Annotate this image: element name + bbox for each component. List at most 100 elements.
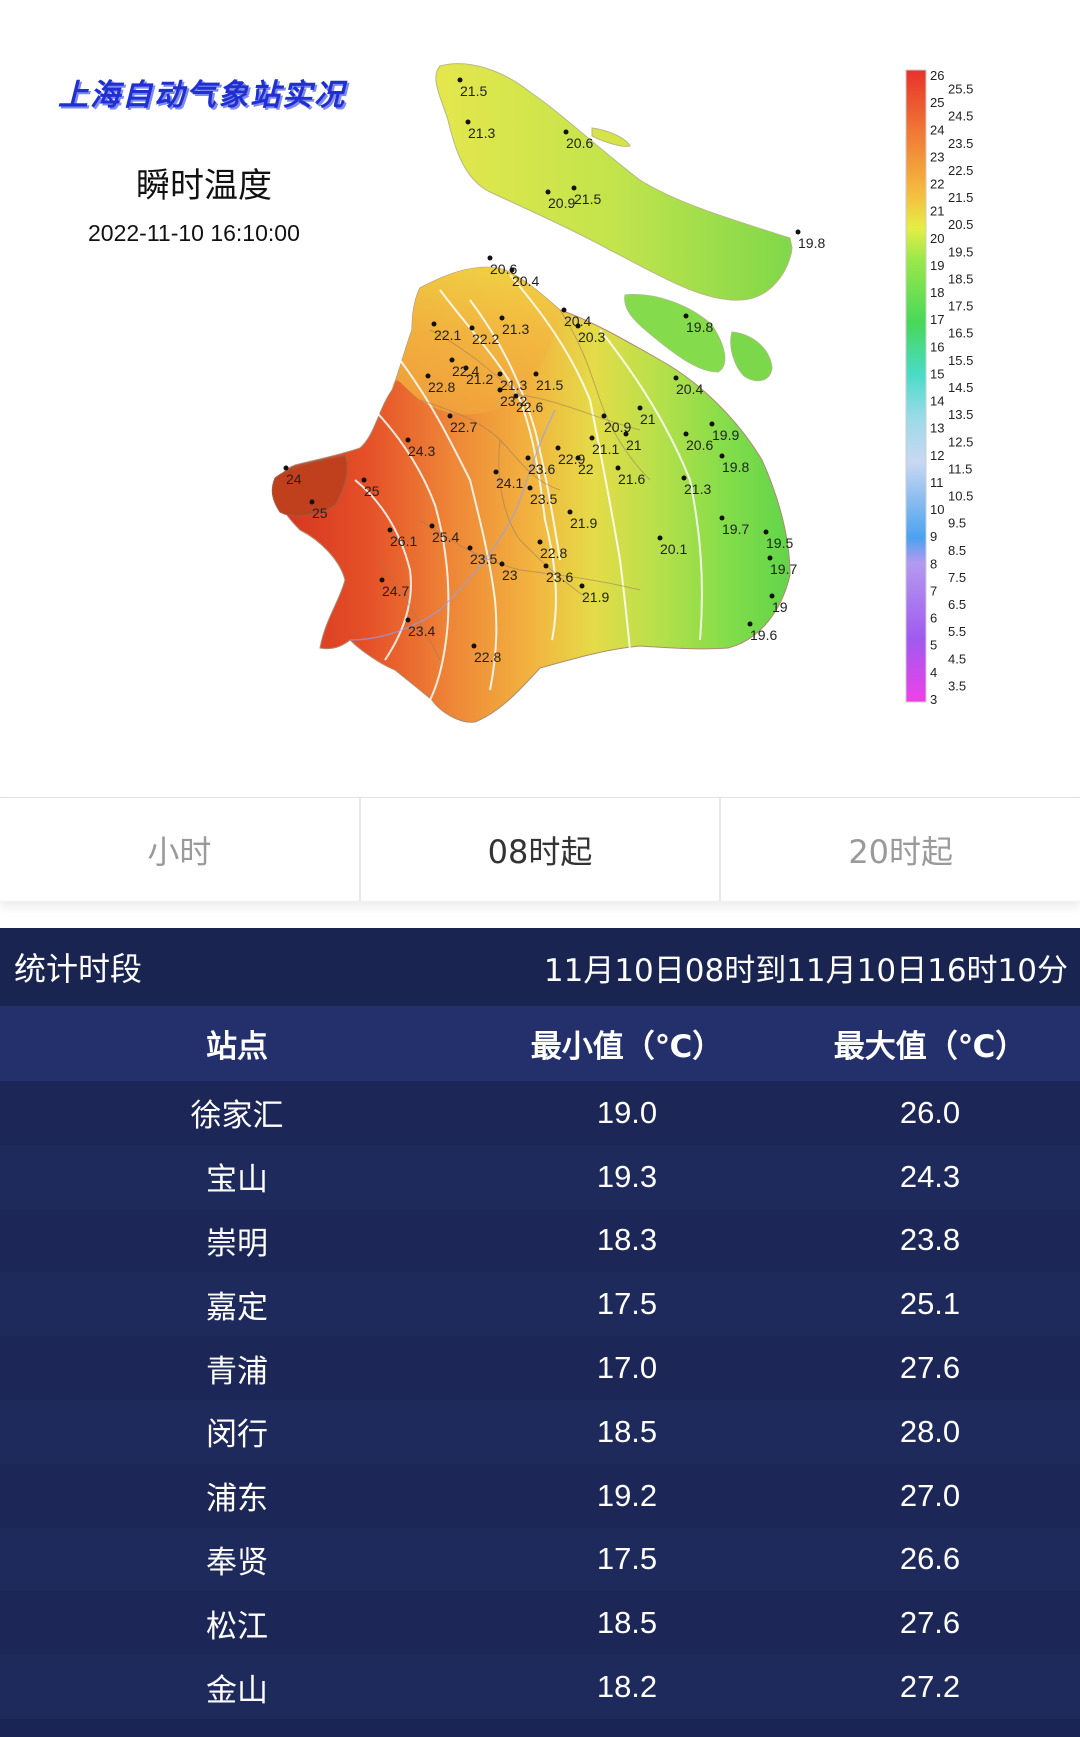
station-temp-label: 19.9 xyxy=(712,427,739,443)
station-dot xyxy=(499,561,505,567)
table-row: 嘉定 17.5 25.1 xyxy=(0,1272,1080,1337)
station-temp-label: 22.7 xyxy=(450,419,477,435)
station-marker: 24.1 xyxy=(493,469,523,491)
station-temp-label: 19.5 xyxy=(766,535,793,551)
station-temp-label: 22.8 xyxy=(540,545,567,561)
station-dot xyxy=(575,455,581,461)
scale-tick-label: 3 xyxy=(930,692,937,707)
station-dot xyxy=(309,499,315,505)
station-temp-label: 24.7 xyxy=(382,583,409,599)
station-marker: 20.4 xyxy=(561,307,591,329)
tab-since-20[interactable]: 20时起 xyxy=(848,832,954,871)
station-temp-label: 20.6 xyxy=(686,437,713,453)
station-marker: 20.6 xyxy=(563,129,593,151)
scale-tick-label: 21.5 xyxy=(948,190,973,205)
station-dot xyxy=(601,413,607,419)
max-value: 27.0 xyxy=(899,1477,961,1513)
scale-tick-label: 18.5 xyxy=(948,271,973,286)
min-value: 19.2 xyxy=(596,1477,658,1513)
station-temp-label: 24.3 xyxy=(408,443,435,459)
scale-tick-label: 22 xyxy=(930,177,944,192)
station-name: 徐家汇 xyxy=(190,1098,284,1135)
map-subtitle: 瞬时温度 xyxy=(136,166,272,206)
station-dot xyxy=(469,325,475,331)
station-dot xyxy=(767,555,773,561)
station-temp-label: 21.1 xyxy=(592,441,619,457)
station-temp-label: 22.6 xyxy=(516,399,543,415)
station-dot xyxy=(571,185,577,191)
station-temp-label: 21.2 xyxy=(466,371,493,387)
station-marker: 20.1 xyxy=(657,535,687,557)
station-temp-label: 20.6 xyxy=(566,135,593,151)
isotherm-lines xyxy=(354,274,703,701)
tab-since-08[interactable]: 08时起 xyxy=(361,798,722,901)
color-scale-ticks: 26 25.5 25 24.5 24 23.5 23 22.5 22 21.5 21 20.5 20 19… xyxy=(930,68,973,707)
temperature-map: 21.521.320.620.921.519.820.620.421.3 20.4… xyxy=(271,63,973,723)
map-title: 上海自动气象站实况 xyxy=(58,78,346,113)
max-value: 26.6 xyxy=(899,1541,961,1577)
scale-tick-label: 8.5 xyxy=(948,543,966,558)
small-island xyxy=(591,127,631,147)
station-temp-label: 19.8 xyxy=(686,319,713,335)
station-temp-label: 21.5 xyxy=(536,377,563,393)
station-marker: 23.5 xyxy=(467,545,497,567)
station-name: 浦东 xyxy=(206,1481,268,1518)
max-value: 27.6 xyxy=(899,1605,961,1641)
scale-tick-label: 6.5 xyxy=(948,597,966,612)
scale-tick-label: 9.5 xyxy=(948,516,966,531)
scale-tick-label: 19.5 xyxy=(948,244,973,259)
station-marker: 22.4 xyxy=(449,357,479,379)
station-dot xyxy=(795,229,801,235)
station-temp-label: 21.5 xyxy=(460,83,487,99)
station-dot xyxy=(623,431,629,437)
min-value: 18.2 xyxy=(596,1669,658,1705)
station-dot xyxy=(429,523,435,529)
max-value: 27.6 xyxy=(899,1350,961,1386)
scale-tick-label: 6 xyxy=(930,611,937,626)
station-temp-label: 20.6 xyxy=(490,261,517,277)
header-station: 站点 xyxy=(206,1029,268,1065)
station-temp-label: 23.2 xyxy=(500,393,527,409)
station-marker: 20.4 xyxy=(673,375,703,397)
station-marker: 23.6 xyxy=(543,563,573,585)
table-row: 徐家汇 19.0 26.0 xyxy=(0,1081,1080,1145)
station-dot xyxy=(471,643,477,649)
stats-table: 统计时段 11月10日08时到11月10日16时10分 站点 最小值（℃） 最大… xyxy=(0,928,1080,1737)
station-marker: 23.4 xyxy=(405,617,435,639)
tab-hourly[interactable]: 小时 xyxy=(0,798,361,901)
scale-tick-label: 17.5 xyxy=(948,299,973,314)
station-name: 金山 xyxy=(206,1672,268,1709)
station-marker: 21.1 xyxy=(589,435,619,457)
station-name: 闵行 xyxy=(206,1417,268,1454)
station-dot xyxy=(683,431,689,437)
max-value: 27.2 xyxy=(899,1669,961,1705)
scale-tick-label: 25 xyxy=(930,95,944,110)
station-temp-label: 24.1 xyxy=(496,475,523,491)
station-dot xyxy=(575,323,581,329)
station-temp-label: 19 xyxy=(772,599,788,615)
station-temp-label: 25 xyxy=(364,483,380,499)
scale-tick-label: 9 xyxy=(930,529,937,544)
station-temp-label: 21.9 xyxy=(570,515,597,531)
station-marker: 22.6 xyxy=(513,393,543,415)
station-marker: 23 xyxy=(499,561,518,583)
scale-tick-label: 11.5 xyxy=(948,461,972,476)
station-dot xyxy=(719,515,725,521)
station-temp-label: 24 xyxy=(286,471,302,487)
station-dot xyxy=(673,375,679,381)
header-min: 最小值（℃） xyxy=(530,1029,724,1065)
station-marker: 21.2 xyxy=(463,365,493,387)
station-marker: 19.9 xyxy=(709,421,739,443)
station-layer: 21.521.320.620.921.519.820.620.421.3 20.4… xyxy=(283,77,825,665)
scale-tick-label: 12.5 xyxy=(948,434,973,449)
min-value: 17.5 xyxy=(596,1286,658,1322)
station-dot xyxy=(361,477,367,483)
station-marker: 20.6 xyxy=(683,431,713,453)
scale-tick-label: 22.5 xyxy=(948,163,973,178)
station-dot xyxy=(431,321,437,327)
station-dot xyxy=(555,445,561,451)
table-row: 奉贤 17.5 26.6 xyxy=(0,1527,1080,1592)
station-marker: 20.3 xyxy=(575,323,605,345)
scale-tick-label: 15 xyxy=(930,366,944,381)
station-marker: 20.6 xyxy=(487,255,517,277)
